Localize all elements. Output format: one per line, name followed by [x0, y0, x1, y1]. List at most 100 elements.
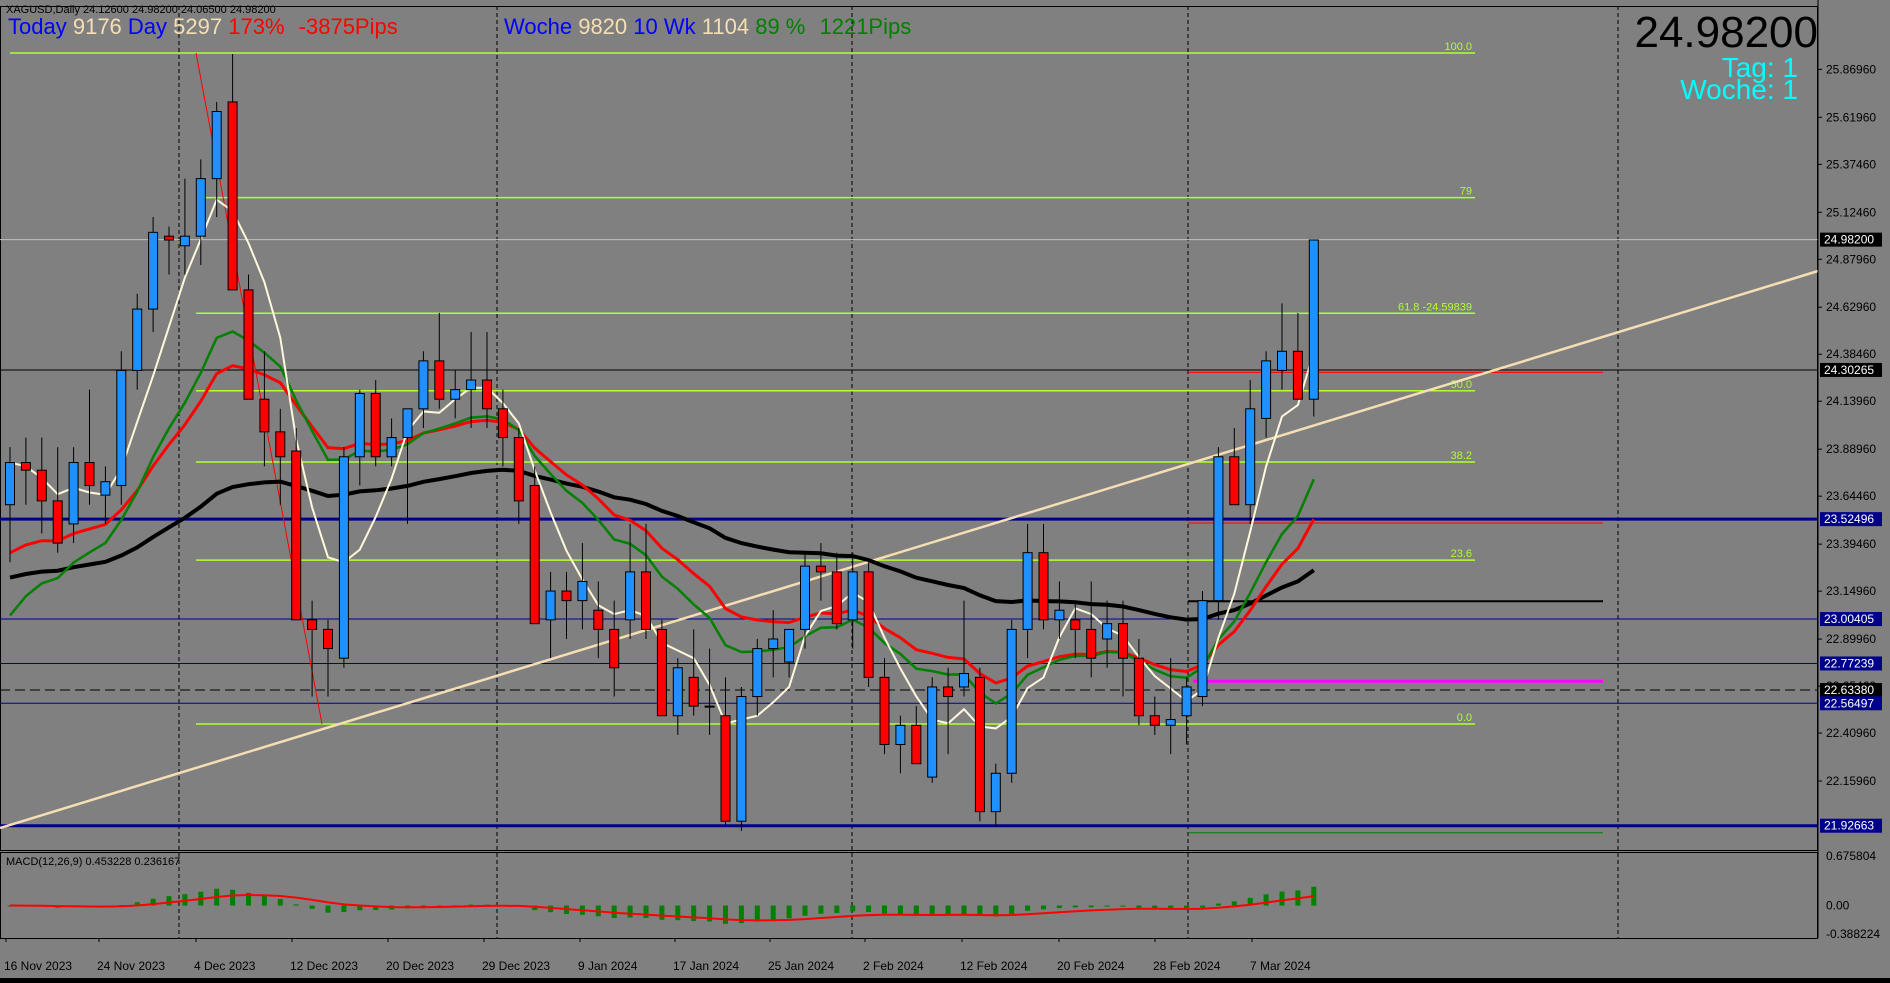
bear-candle	[943, 686, 954, 698]
date-label: 12 Feb 2024	[960, 959, 1028, 973]
bear-candle	[1149, 715, 1160, 726]
macd-panel: 0.675804 0.00 -0.388224	[7, 849, 1880, 941]
bull-candle	[847, 571, 858, 621]
price-tag-box	[1820, 696, 1882, 711]
fib-level-label: 100.0	[1444, 41, 1472, 53]
wk-pct: 89 %	[755, 14, 806, 39]
fib-level-label: 0.0	[1457, 712, 1472, 724]
bull-candle	[5, 462, 15, 506]
bull-candle	[1102, 623, 1113, 640]
bear-candle	[370, 392, 381, 458]
bull-candle	[768, 638, 779, 650]
bear-candle	[1133, 657, 1144, 717]
macd-histogram-bar	[643, 905, 649, 918]
bear-candle	[227, 101, 238, 291]
bull-candle	[1261, 360, 1272, 419]
date-label: 28 Feb 2024	[1153, 959, 1221, 973]
macd-signal-line	[9, 893, 1314, 922]
bull-candle	[625, 571, 636, 621]
macd-histogram-bar	[818, 905, 824, 914]
bull-candle	[1006, 628, 1017, 774]
bull-candle	[1197, 600, 1208, 698]
macd-histogram-bar	[166, 896, 172, 906]
tag-counter: Tag: 1	[1721, 52, 1798, 83]
bull-candle	[466, 379, 477, 391]
date-label: 20 Dec 2023	[386, 959, 454, 973]
macd-histogram-bar	[882, 905, 887, 914]
price-tag-label: 22.77239	[1824, 656, 1874, 670]
bear-candle	[1229, 456, 1240, 506]
bull-candle	[418, 360, 429, 410]
bull-candle	[1308, 239, 1319, 400]
macd-histogram-bar	[1120, 905, 1126, 907]
macd-histogram-bar	[1184, 905, 1190, 910]
bear-candle	[561, 590, 572, 602]
date-label: 7 Mar 2024	[1250, 959, 1311, 973]
price-tick-label: 23.14960	[1826, 584, 1876, 598]
bear-candle	[720, 715, 731, 822]
date-label: 4 Dec 2023	[194, 959, 256, 973]
macd-tick-label: -0.388224	[1826, 927, 1880, 941]
price-tag-box	[1820, 362, 1882, 377]
bull-candle	[784, 628, 795, 663]
bull-candle	[179, 235, 190, 247]
day-pct: 173%	[228, 14, 285, 39]
day-label: Day	[127, 14, 168, 39]
bear-candle	[307, 619, 318, 630]
macd-histogram-bar	[1025, 905, 1031, 911]
time-axis: 16 Nov 2023 24 Nov 2023 4 Dec 2023 12 Dec 2…	[4, 938, 1311, 973]
price-tick-label: 25.86960	[1826, 62, 1876, 76]
price-tick-label: 22.89960	[1826, 632, 1876, 646]
price-tick-label: 23.39460	[1826, 537, 1876, 551]
woche-counter: Woche: 1	[1680, 74, 1798, 105]
macd-histogram-bar	[261, 895, 267, 906]
macd-histogram-bar	[611, 905, 617, 919]
macd-histogram-bar	[468, 904, 474, 906]
bear-candle	[36, 469, 47, 502]
macd-histogram-bar	[786, 905, 792, 919]
macd-histogram-bar	[707, 905, 713, 922]
bear-candle	[275, 431, 286, 458]
bull-candle	[148, 231, 159, 310]
macd-histogram-bar	[1072, 905, 1078, 908]
macd-histogram-bar	[993, 905, 999, 917]
macd-histogram-bar	[754, 905, 760, 922]
macd-histogram-bar	[1279, 891, 1285, 906]
price-tick-label: 22.15960	[1826, 774, 1876, 788]
macd-histogram-bar	[325, 905, 331, 913]
macd-histogram-bar	[675, 905, 681, 921]
price-tag-label: 22.56497	[1824, 696, 1874, 710]
bear-candle	[609, 628, 620, 669]
wk-label: 10 Wk	[633, 14, 696, 39]
date-label: 17 Jan 2024	[673, 959, 739, 973]
macd-histogram-bar	[230, 889, 236, 906]
price-tag-box	[1820, 612, 1882, 627]
macd-histogram-bar	[850, 905, 856, 912]
bull-candle	[116, 369, 127, 487]
bull-candle	[338, 456, 349, 659]
date-label: 20 Feb 2024	[1057, 959, 1125, 973]
bear-candle	[641, 571, 651, 630]
macd-histogram-bar	[1247, 897, 1253, 906]
fib-level-label: 38.2	[1451, 450, 1472, 462]
macd-histogram-bar	[1168, 905, 1174, 910]
fib-level-label: 61.8 -24.59839	[1398, 301, 1472, 313]
macd-histogram-bar	[246, 892, 251, 906]
day-value: 5297	[173, 14, 223, 39]
macd-histogram-bar	[691, 905, 697, 922]
macd-histogram-bar	[977, 905, 983, 916]
macd-histogram-bar	[802, 905, 808, 916]
trendlines	[0, 269, 1819, 830]
bull-candle	[672, 667, 683, 717]
horizontal-levels	[0, 239, 1818, 834]
bull-candle	[1213, 456, 1224, 602]
macd-histogram-bar	[373, 905, 379, 911]
bull-candle	[1245, 408, 1256, 506]
macd-histogram-bar	[1136, 905, 1142, 908]
bear-candle	[831, 571, 842, 625]
bull-candle	[195, 178, 206, 237]
info-bar: Today 9176 Day 5297 173% -3875Pips	[8, 14, 398, 40]
date-label: 16 Nov 2023	[4, 959, 72, 973]
bear-candle	[434, 360, 445, 400]
